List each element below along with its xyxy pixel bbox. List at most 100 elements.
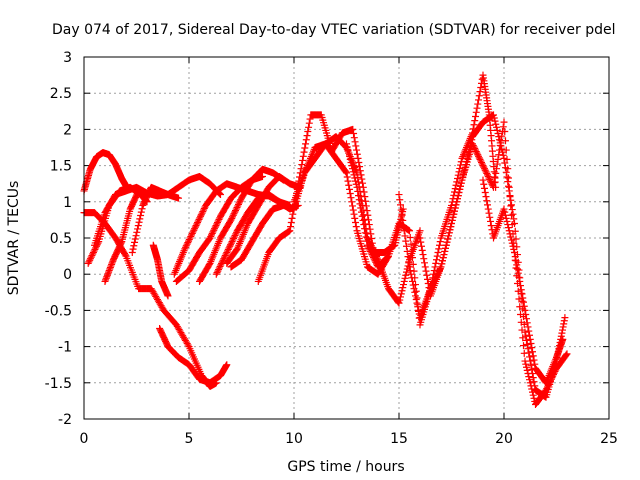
- data-point: [562, 351, 570, 359]
- data-point: [481, 188, 489, 196]
- data-point: [479, 176, 487, 184]
- data-point: [436, 241, 443, 249]
- data-point: [236, 197, 244, 205]
- data-point: [472, 112, 479, 120]
- data-point: [349, 125, 357, 133]
- data-point: [505, 224, 512, 232]
- data-point: [305, 123, 313, 131]
- data-point: [371, 257, 379, 265]
- data-point: [235, 200, 242, 208]
- data-point: [453, 198, 461, 206]
- data-point: [352, 177, 359, 185]
- data-point: [510, 245, 518, 253]
- data-point: [483, 197, 491, 205]
- data-point: [395, 191, 403, 199]
- data-point: [456, 164, 464, 172]
- data-point: [517, 286, 525, 294]
- data-point: [443, 238, 451, 246]
- data-point: [343, 140, 350, 148]
- x-tick-label: 15: [390, 431, 408, 447]
- data-point: [188, 231, 196, 239]
- data-point: [346, 152, 353, 160]
- series-18: [416, 118, 571, 409]
- data-point: [227, 241, 235, 249]
- data-point: [439, 254, 447, 262]
- data-point: [216, 262, 224, 270]
- data-point: [472, 146, 479, 154]
- data-point: [223, 248, 231, 256]
- data-point: [89, 248, 97, 256]
- data-point: [350, 130, 358, 138]
- data-point: [502, 214, 510, 222]
- y-tick-label: 1.5: [50, 159, 72, 175]
- data-point: [352, 223, 360, 231]
- data-point: [396, 296, 404, 304]
- data-point: [419, 251, 427, 259]
- data-point: [433, 252, 441, 260]
- y-tick-label: 2.5: [50, 86, 72, 102]
- data-point: [557, 332, 565, 340]
- data-point: [342, 168, 350, 176]
- data-point: [399, 216, 407, 224]
- data-point: [205, 261, 213, 269]
- data-point: [345, 149, 353, 157]
- data-point: [344, 146, 352, 154]
- data-point: [214, 218, 221, 226]
- data-point: [522, 332, 530, 340]
- data-point: [494, 155, 502, 163]
- data-point: [356, 163, 364, 171]
- data-point: [501, 127, 509, 135]
- data-point: [502, 211, 509, 219]
- data-point: [432, 259, 440, 267]
- data-point: [85, 258, 93, 266]
- data-point: [496, 146, 503, 154]
- data-point: [304, 127, 312, 135]
- x-axis-label: GPS time / hours: [287, 459, 404, 475]
- data-point: [348, 162, 356, 170]
- data-point: [502, 168, 510, 176]
- data-point: [481, 165, 488, 173]
- data-point: [524, 369, 532, 377]
- data-point: [131, 238, 139, 246]
- x-tick-label: 0: [80, 431, 89, 447]
- data-point: [190, 226, 198, 234]
- data-point: [406, 263, 413, 271]
- data-point: [452, 201, 460, 209]
- data-point: [514, 265, 521, 273]
- data-point: [528, 385, 536, 393]
- data-point: [527, 382, 535, 390]
- data-point: [480, 180, 488, 188]
- data-point: [484, 201, 491, 209]
- data-point: [372, 258, 380, 266]
- data-point: [349, 202, 356, 210]
- data-point: [559, 323, 567, 331]
- data-point: [305, 119, 313, 127]
- data-point: [505, 183, 513, 191]
- y-tick-label: -1: [58, 340, 72, 356]
- data-point: [406, 233, 414, 241]
- data-point: [445, 229, 453, 237]
- data-point: [306, 115, 314, 123]
- data-point: [361, 225, 368, 233]
- data-point: [400, 277, 408, 285]
- data-point: [352, 218, 359, 226]
- data-point: [529, 374, 537, 382]
- data-point: [525, 373, 533, 381]
- data-point: [215, 264, 223, 272]
- data-point: [343, 173, 351, 181]
- data-point: [470, 143, 478, 151]
- data-point: [559, 335, 567, 343]
- data-point: [455, 188, 463, 196]
- data-point: [195, 215, 203, 223]
- data-point: [185, 237, 193, 245]
- data-point: [515, 295, 523, 303]
- data-point: [526, 335, 534, 343]
- data-point: [362, 233, 370, 241]
- data-point: [355, 196, 363, 204]
- data-point: [493, 165, 500, 173]
- data-point: [491, 174, 499, 182]
- data-point: [348, 198, 356, 206]
- data-point: [397, 293, 404, 301]
- data-point: [509, 210, 517, 218]
- data-point: [437, 263, 445, 271]
